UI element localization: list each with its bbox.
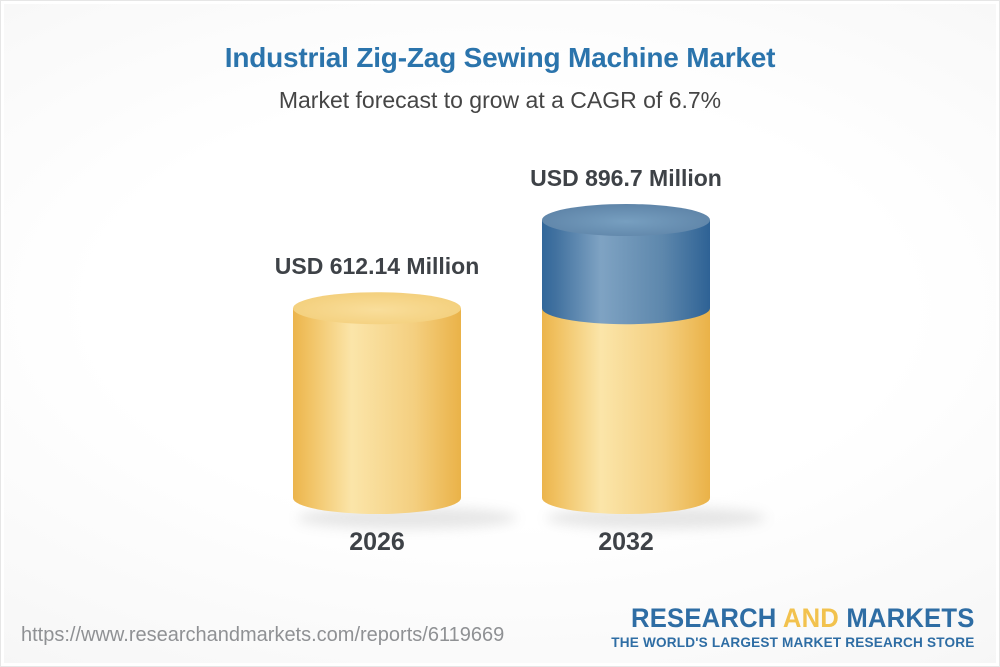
value-label-2032: USD 896.7 Million (530, 165, 722, 191)
year-label-2026: 2026 (349, 528, 405, 556)
brand-logo: RESEARCH AND MARKETS THE WORLD'S LARGEST… (600, 604, 975, 650)
logo-tagline: THE WORLD'S LARGEST MARKET RESEARCH STOR… (611, 634, 975, 650)
logo-wordmark: RESEARCH AND MARKETS (619, 604, 975, 632)
bars-layer (293, 204, 766, 529)
value-label-2026: USD 612.14 Million (274, 253, 480, 280)
logo-word-markets: MARKETS (846, 603, 975, 633)
page-subtitle: Market forecast to grow at a CAGR of 6.7… (278, 87, 722, 113)
year-label-2032: 2032 (598, 528, 654, 556)
logo-word-and: AND (783, 603, 840, 633)
report-url[interactable]: https://www.researchandmarkets.com/repor… (21, 624, 505, 646)
logo-word-research: RESEARCH (631, 603, 777, 633)
cylinder-bar-2026 (293, 292, 517, 529)
page-title: Industrial Zig-Zag Sewing Machine Market (224, 42, 776, 73)
cylinder-bar-2032 (542, 204, 766, 529)
